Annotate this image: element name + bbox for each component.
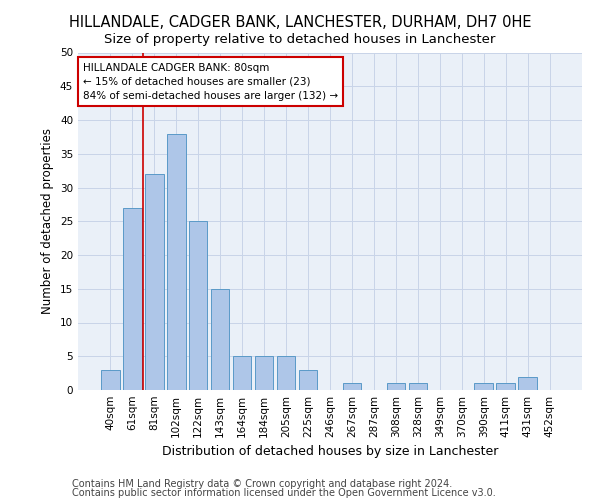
- Bar: [233, 356, 251, 390]
- Bar: [101, 370, 119, 390]
- Text: Size of property relative to detached houses in Lanchester: Size of property relative to detached ho…: [104, 32, 496, 46]
- Y-axis label: Number of detached properties: Number of detached properties: [41, 128, 55, 314]
- Text: Contains HM Land Registry data © Crown copyright and database right 2024.: Contains HM Land Registry data © Crown c…: [72, 479, 452, 489]
- Text: Contains public sector information licensed under the Open Government Licence v3: Contains public sector information licen…: [72, 488, 496, 498]
- X-axis label: Distribution of detached houses by size in Lanchester: Distribution of detached houses by size …: [162, 446, 498, 458]
- Bar: [277, 356, 295, 390]
- Bar: [386, 383, 405, 390]
- Bar: [475, 383, 493, 390]
- Bar: [167, 134, 185, 390]
- Bar: [145, 174, 164, 390]
- Text: HILLANDALE, CADGER BANK, LANCHESTER, DURHAM, DH7 0HE: HILLANDALE, CADGER BANK, LANCHESTER, DUR…: [69, 15, 531, 30]
- Bar: [409, 383, 427, 390]
- Bar: [299, 370, 317, 390]
- Bar: [189, 221, 208, 390]
- Bar: [518, 376, 537, 390]
- Bar: [123, 208, 142, 390]
- Bar: [211, 289, 229, 390]
- Bar: [343, 383, 361, 390]
- Text: HILLANDALE CADGER BANK: 80sqm
← 15% of detached houses are smaller (23)
84% of s: HILLANDALE CADGER BANK: 80sqm ← 15% of d…: [83, 62, 338, 100]
- Bar: [496, 383, 515, 390]
- Bar: [255, 356, 274, 390]
